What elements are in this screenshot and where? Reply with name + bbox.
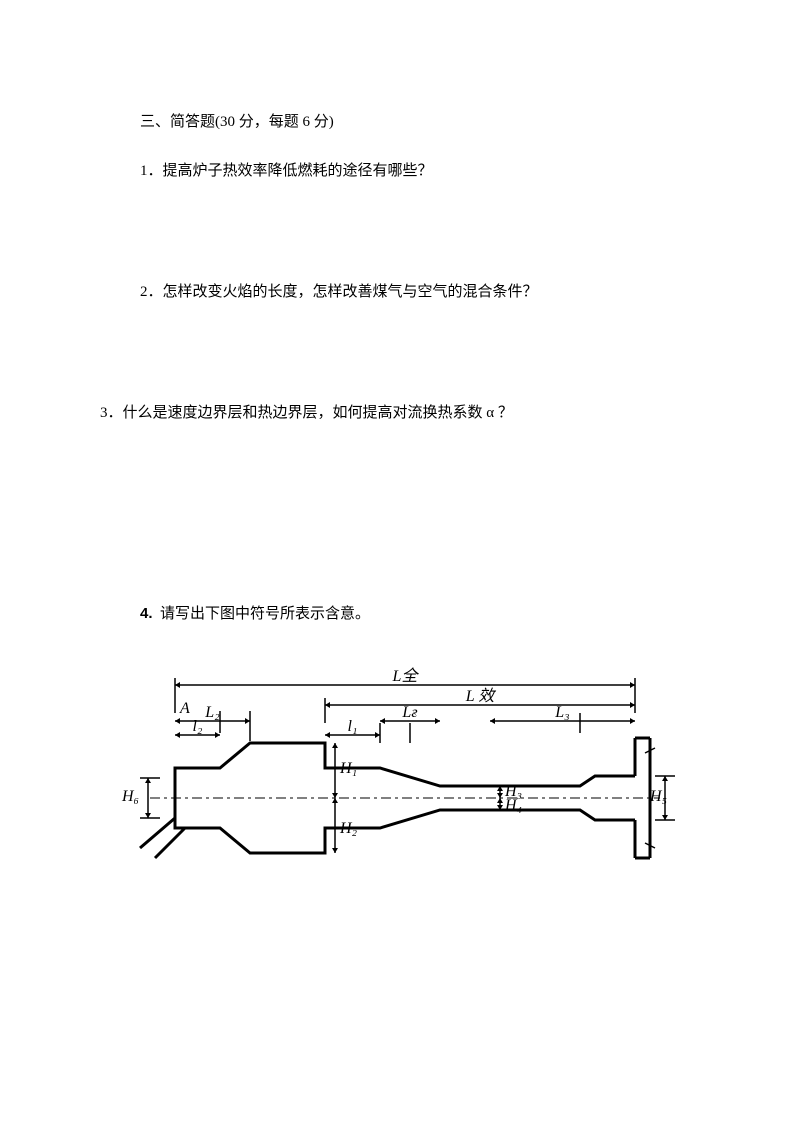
svg-text:l₁: l₁: [347, 718, 357, 735]
svg-text:l₂: l₂: [192, 718, 202, 735]
question-1-text: 提高炉子热效率降低燃耗的途径有哪些？: [163, 163, 433, 179]
svg-text:H₂: H₂: [339, 820, 358, 837]
svg-text:L 效: L 效: [465, 687, 497, 705]
svg-text:A: A: [179, 700, 190, 717]
question-4-num: 4.: [140, 605, 153, 622]
furnace-diagram: L全L 效AL₂l₂l₁LғL₃H₆H₁H₂H₃H₄H₅: [120, 663, 680, 883]
question-3: 3．什么是速度边界层和热边界层，如何提高对流换热系数 α ？: [100, 401, 700, 422]
svg-text:H₁: H₁: [339, 760, 357, 777]
svg-text:Lғ: Lғ: [401, 704, 417, 721]
question-2: 2．怎样改变火焰的长度，怎样改善煤气与空气的混合条件？: [140, 280, 700, 301]
question-2-num: 2．: [140, 284, 163, 300]
section-title: 三、简答题(30 分，每题 6 分): [140, 110, 700, 131]
svg-text:L₂: L₂: [204, 704, 220, 721]
svg-text:H₆: H₆: [121, 788, 139, 805]
svg-text:H₅: H₅: [649, 788, 667, 805]
question-1: 1．提高炉子热效率降低燃耗的途径有哪些？: [140, 159, 700, 180]
svg-text:L全: L全: [392, 667, 420, 685]
question-2-text: 怎样改变火焰的长度，怎样改善煤气与空气的混合条件？: [163, 284, 538, 300]
question-3-text: 什么是速度边界层和热边界层，如何提高对流换热系数 α ？: [123, 405, 513, 421]
question-4-text: 请写出下图中符号所表示含意。: [160, 606, 370, 622]
question-4: 4. 请写出下图中符号所表示含意。: [140, 602, 700, 623]
diagram-container: L全L 效AL₂l₂l₁LғL₃H₆H₁H₂H₃H₄H₅: [120, 663, 700, 883]
question-1-num: 1．: [140, 163, 163, 179]
svg-text:H₄: H₄: [504, 797, 522, 814]
question-3-num: 3．: [100, 405, 123, 421]
svg-text:L₃: L₃: [554, 704, 569, 721]
